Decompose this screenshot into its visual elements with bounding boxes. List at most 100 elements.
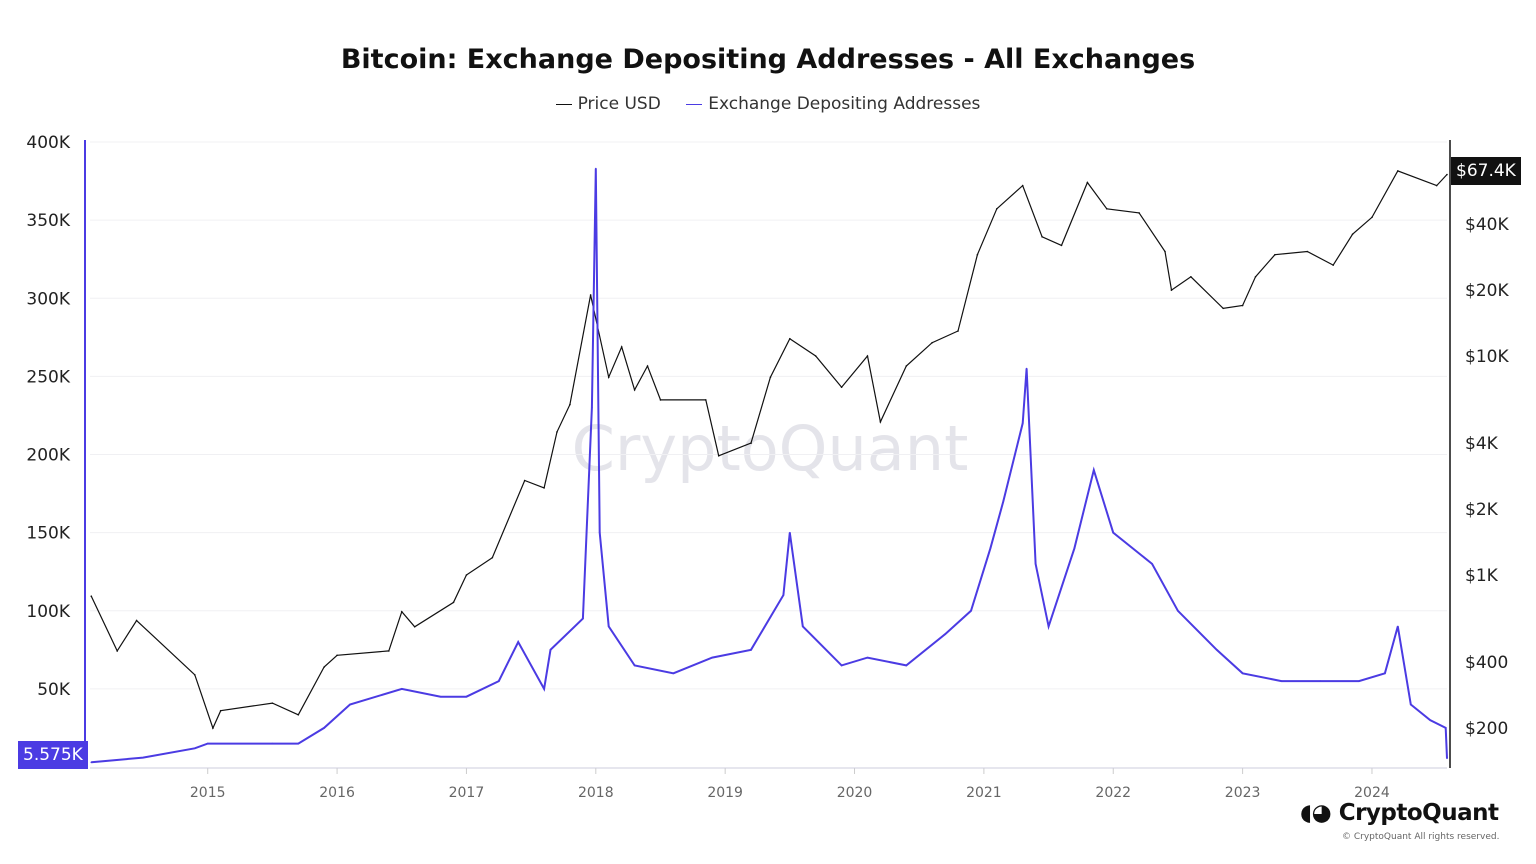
cryptoquant-logo: ◖◕ CryptoQuant bbox=[1300, 800, 1499, 826]
current-price-badge: $67.4K bbox=[1451, 157, 1521, 185]
addresses-point bbox=[349, 703, 351, 706]
addresses-point bbox=[789, 531, 791, 534]
addresses-point bbox=[323, 727, 325, 729]
price-point bbox=[633, 389, 636, 391]
price-point bbox=[1138, 212, 1140, 214]
addresses-point bbox=[1112, 531, 1115, 534]
right-tick-label: $4K bbox=[1465, 434, 1499, 454]
legend-item-price[interactable]: Price USD bbox=[555, 94, 661, 114]
price-point bbox=[271, 702, 274, 704]
price-point bbox=[491, 556, 494, 559]
addresses-point bbox=[1397, 625, 1399, 628]
price-point bbox=[452, 601, 455, 604]
addresses-point bbox=[1073, 547, 1076, 550]
price-point bbox=[620, 346, 623, 348]
left-tick-label: 250K bbox=[26, 367, 70, 387]
price-point bbox=[1306, 250, 1309, 253]
addresses-point bbox=[439, 695, 442, 698]
addresses-point bbox=[543, 688, 545, 690]
addresses-point bbox=[400, 688, 403, 690]
price-point bbox=[789, 337, 791, 340]
addresses-point bbox=[517, 641, 519, 643]
addresses-point bbox=[549, 649, 552, 651]
price-point bbox=[659, 399, 662, 401]
addresses-point bbox=[1280, 680, 1283, 682]
price-point bbox=[1086, 181, 1089, 184]
price-point bbox=[1222, 307, 1225, 310]
price-point bbox=[543, 487, 545, 489]
addresses-point bbox=[1319, 680, 1322, 682]
x-tick-label: 2022 bbox=[1095, 785, 1131, 801]
price-point bbox=[219, 709, 222, 712]
addresses-point bbox=[633, 664, 636, 667]
right-tick-label: $10K bbox=[1465, 347, 1509, 367]
addresses-point bbox=[840, 664, 843, 667]
price-point bbox=[589, 294, 592, 296]
right-tick-label: $40K bbox=[1465, 215, 1509, 235]
price-point bbox=[704, 399, 707, 401]
logo-icon: ◖◕ bbox=[1300, 800, 1332, 826]
left-tick-label: 100K bbox=[26, 602, 70, 622]
addresses-point bbox=[1429, 719, 1431, 721]
price-point bbox=[1332, 264, 1334, 266]
addresses-point bbox=[1021, 422, 1024, 425]
x-tick-label: 2024 bbox=[1354, 785, 1390, 801]
addresses-point bbox=[1177, 609, 1179, 612]
price-point bbox=[957, 330, 959, 332]
addresses-point bbox=[142, 756, 144, 759]
addresses-point bbox=[90, 761, 93, 764]
price-point bbox=[556, 431, 558, 433]
right-tick-label: $1K bbox=[1465, 566, 1499, 586]
addresses-point bbox=[672, 672, 675, 675]
price-point bbox=[400, 610, 403, 613]
addresses-point bbox=[1047, 625, 1050, 628]
price-point bbox=[976, 253, 979, 256]
price-point bbox=[212, 727, 214, 729]
addresses-point bbox=[970, 609, 972, 612]
price-point bbox=[1164, 250, 1166, 253]
addresses-point bbox=[1446, 757, 1448, 760]
addresses-point bbox=[782, 594, 785, 596]
legend: Price USD Exchange Depositing Addresses bbox=[0, 94, 1536, 114]
price-point bbox=[1021, 184, 1024, 187]
addresses-point bbox=[497, 680, 500, 682]
price-point bbox=[750, 442, 752, 444]
addresses-point bbox=[1093, 469, 1095, 471]
price-point bbox=[905, 365, 908, 367]
x-tick-label: 2019 bbox=[707, 785, 743, 801]
addresses-point bbox=[1409, 703, 1412, 706]
addresses-point bbox=[598, 531, 601, 534]
right-tick-label: $200 bbox=[1465, 719, 1508, 739]
price-point bbox=[866, 355, 869, 357]
left-tick-label: 400K bbox=[26, 133, 70, 153]
price-point bbox=[1435, 184, 1438, 187]
addresses-point bbox=[1151, 563, 1153, 565]
price-point bbox=[90, 595, 93, 598]
price-point bbox=[193, 674, 196, 676]
price-point bbox=[607, 376, 610, 379]
legend-item-addresses[interactable]: Exchange Depositing Addresses bbox=[686, 94, 980, 114]
x-tick-label: 2018 bbox=[578, 785, 614, 801]
price-point bbox=[1254, 275, 1257, 278]
price-point bbox=[388, 650, 390, 652]
addresses-point bbox=[1215, 649, 1218, 651]
x-tick-label: 2021 bbox=[966, 785, 1002, 801]
price-point bbox=[840, 386, 843, 389]
addresses-point bbox=[607, 625, 610, 628]
price-point bbox=[1241, 304, 1244, 307]
price-point bbox=[1397, 170, 1399, 172]
addresses-point bbox=[193, 747, 196, 750]
price-point bbox=[523, 479, 526, 482]
watermark: CryptoQuant bbox=[572, 412, 969, 485]
price-point bbox=[1041, 236, 1043, 238]
right-tick-label: $400 bbox=[1465, 653, 1508, 673]
addresses-point bbox=[944, 633, 946, 635]
price-point bbox=[769, 376, 772, 379]
price-point bbox=[1274, 253, 1276, 256]
price-point bbox=[297, 713, 300, 716]
addresses-point bbox=[1444, 727, 1447, 729]
price-point bbox=[1060, 244, 1063, 247]
addresses-point bbox=[1002, 500, 1005, 503]
x-tick-label: 2016 bbox=[319, 785, 355, 801]
price-point bbox=[1190, 275, 1192, 278]
